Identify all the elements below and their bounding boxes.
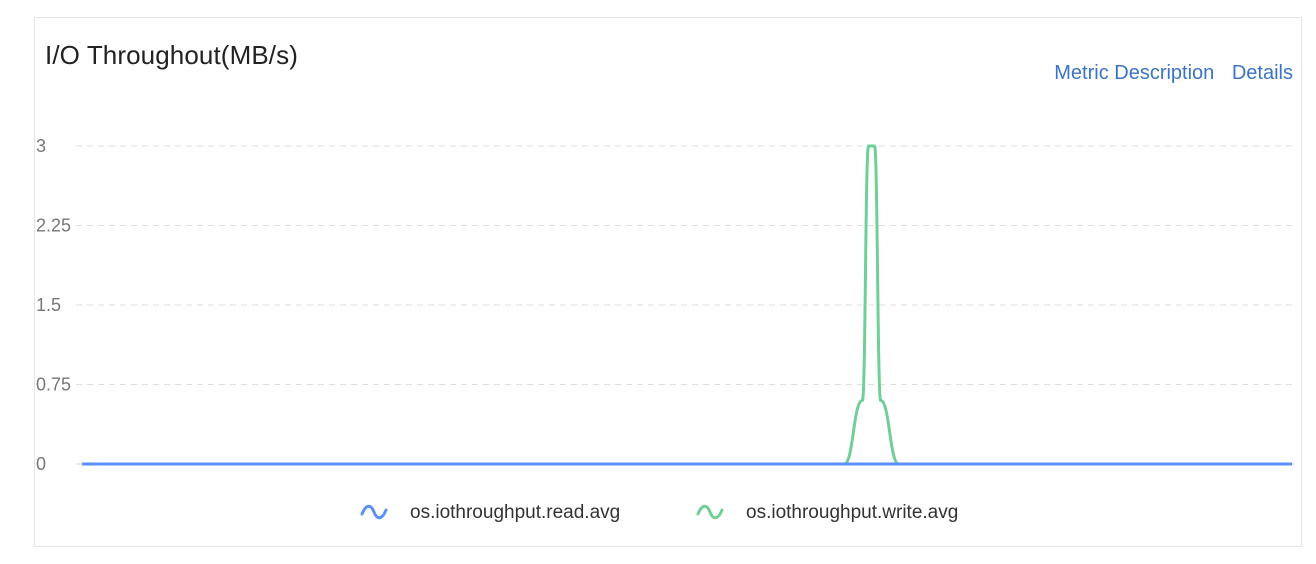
legend-label: os.iothroughput.write.avg bbox=[746, 502, 958, 523]
io-throughput-panel: I/O Throughout(MB/s) Metric Description … bbox=[34, 17, 1302, 547]
legend-wave-icon bbox=[696, 504, 724, 520]
legend-wave-icon bbox=[360, 504, 388, 520]
series-lines bbox=[81, 144, 1292, 466]
y-tick-label: 0.75 bbox=[36, 375, 71, 395]
panel-title: I/O Throughout(MB/s) bbox=[45, 40, 298, 70]
y-tick-label: 0 bbox=[36, 454, 46, 474]
y-tick-label: 1.5 bbox=[36, 295, 61, 315]
legend[interactable]: os.iothroughput.read.avg os.iothroughput.… bbox=[360, 502, 958, 523]
legend-item-write[interactable]: os.iothroughput.write.avg bbox=[696, 502, 958, 523]
legend-label: os.iothroughput.read.avg bbox=[410, 502, 620, 523]
metric-description-link[interactable]: Metric Description bbox=[1054, 62, 1215, 84]
details-link[interactable]: Details bbox=[1231, 62, 1293, 84]
grid-lines bbox=[76, 145, 1294, 465]
y-tick-label: 2.25 bbox=[36, 216, 71, 236]
legend-item-read[interactable]: os.iothroughput.read.avg bbox=[360, 502, 620, 523]
y-axis-ticks: 0 0.75 1.5 2.25 3 bbox=[36, 136, 71, 474]
panel-links: Metric Description Details bbox=[1042, 62, 1293, 85]
y-tick-label: 3 bbox=[36, 136, 46, 156]
